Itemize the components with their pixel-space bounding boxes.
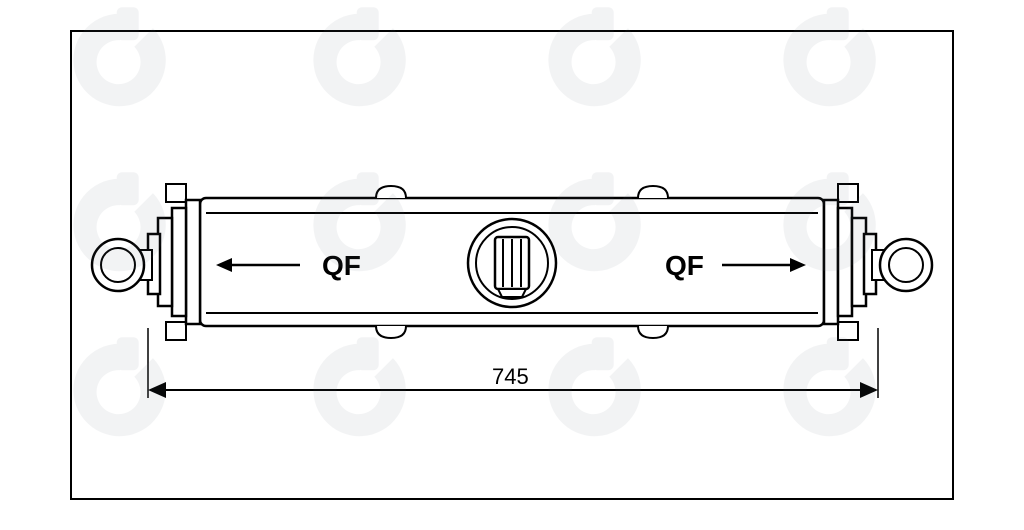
- flow-label-right: QF: [665, 250, 704, 282]
- technical-drawing: [0, 0, 1024, 530]
- dimension-value: 745: [492, 364, 529, 390]
- flow-label-left: QF: [322, 250, 361, 282]
- left-end: [92, 184, 200, 340]
- diagram-canvas: QF QF 745: [0, 0, 1024, 530]
- center-port: [468, 219, 556, 307]
- right-end: [824, 184, 932, 340]
